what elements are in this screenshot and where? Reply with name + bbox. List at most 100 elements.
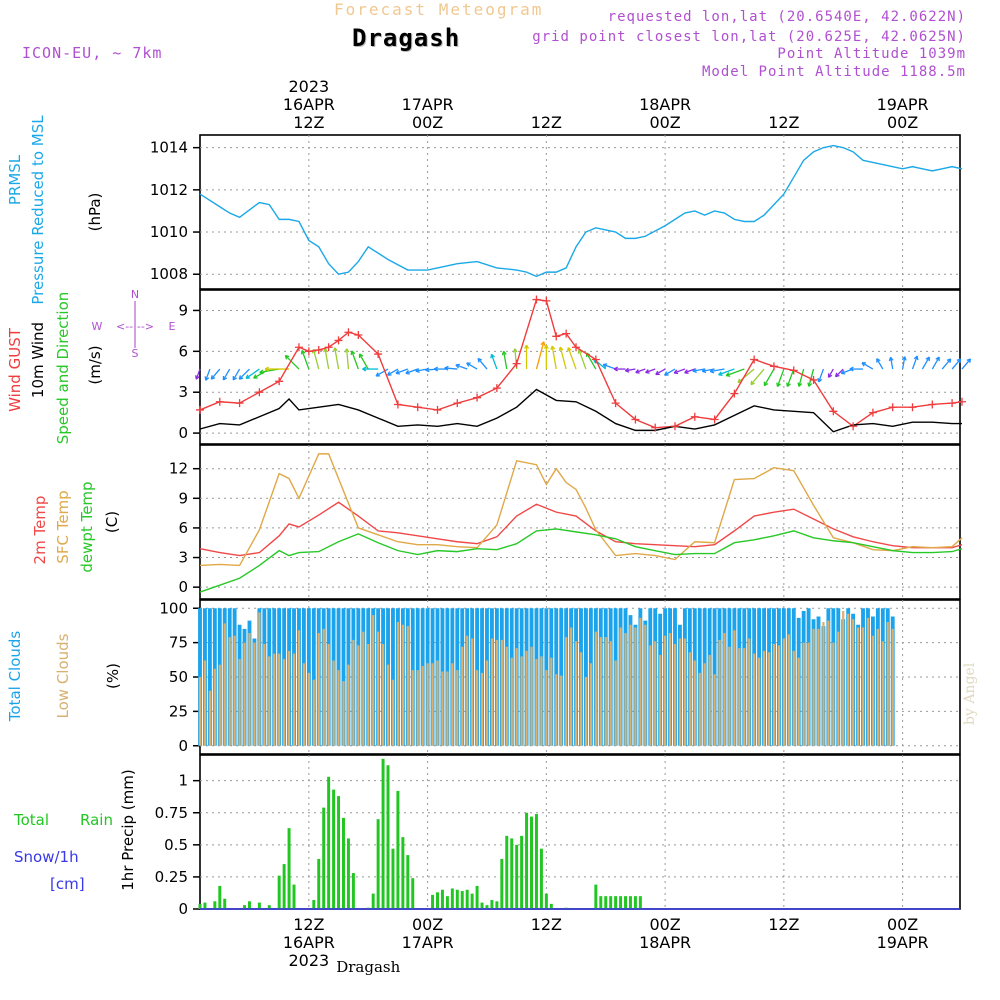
low-cloud-bar xyxy=(634,627,637,746)
wind-arrow-head xyxy=(205,377,210,381)
gust-marker xyxy=(344,328,353,337)
rain-bar xyxy=(381,758,385,909)
gust-marker xyxy=(196,405,204,414)
rain-bar xyxy=(530,816,533,909)
rain-bar xyxy=(628,896,632,909)
rain-bar xyxy=(376,819,380,909)
wind-arrow xyxy=(550,345,557,370)
wind-arrow-shaft xyxy=(786,368,795,387)
wind-arrow-shaft xyxy=(210,368,221,380)
rain-bar xyxy=(549,903,553,909)
rain-bar xyxy=(525,812,529,909)
low-cloud-bar xyxy=(545,670,548,746)
wind-arrow-head xyxy=(635,371,640,374)
gust-marker xyxy=(393,400,402,409)
wind-arrow-head xyxy=(284,355,288,360)
wind-arrow xyxy=(931,356,940,370)
gust-marker xyxy=(572,343,581,352)
low-cloud-bar xyxy=(584,677,588,746)
wind-arrow-shaft xyxy=(726,368,745,377)
gust-marker xyxy=(354,330,363,339)
bottom-time-label: 17APR xyxy=(402,933,454,952)
wind-arrow xyxy=(577,349,587,370)
low-cloud-bar xyxy=(683,638,687,746)
gust-marker xyxy=(957,397,966,406)
wind-arrow xyxy=(558,346,567,370)
rain-bar xyxy=(520,835,524,909)
rain-bar xyxy=(465,889,469,909)
precip-ytick-label: 1 xyxy=(178,772,188,790)
low-cloud-bar xyxy=(446,671,449,746)
wind-arrow-head xyxy=(259,371,264,375)
wind-ytick-label: 6 xyxy=(178,342,188,360)
low-cloud-bar xyxy=(787,634,790,746)
low-cloud-bar xyxy=(807,642,810,746)
temperature-ytick-label: 12 xyxy=(169,460,188,478)
temperature-ytick-label: 9 xyxy=(178,489,188,507)
rain-bar xyxy=(243,905,247,909)
precip-panel: 0 0.25 0.5 0.75 1 xyxy=(155,754,961,918)
low-cloud-bar xyxy=(604,637,607,746)
wind-arrow-head xyxy=(466,362,470,367)
wind-arrow-head xyxy=(558,346,561,352)
wind-arrow xyxy=(195,368,201,380)
wind-arrow-head xyxy=(710,370,715,374)
wind-arrow-head xyxy=(925,356,930,360)
wind-arrow xyxy=(444,365,458,371)
low-cloud-bar xyxy=(381,644,385,746)
wind-arrow-shaft xyxy=(835,368,844,378)
temperature-ytick-label: 3 xyxy=(178,549,188,567)
wind-arrow xyxy=(284,354,300,370)
wind-arrow xyxy=(664,368,676,376)
pressure-ytick-label: 1010 xyxy=(150,223,188,241)
wind-arrow xyxy=(750,368,765,386)
low-cloud-bar xyxy=(654,641,657,746)
rain-bar xyxy=(539,848,543,909)
gust-marker xyxy=(324,343,333,352)
low-cloud-bar xyxy=(847,613,850,746)
gust-marker xyxy=(413,403,422,412)
wind-arrow-shaft xyxy=(205,368,211,381)
precip-ytick-label: 0.25 xyxy=(155,868,188,886)
low-cloud-bar xyxy=(466,635,469,746)
wind-arrow xyxy=(264,366,290,372)
top-time-label: 12Z xyxy=(768,113,799,132)
wind-frame xyxy=(199,289,961,445)
wind-arrow-head xyxy=(684,372,689,374)
low-cloud-bar xyxy=(268,656,271,746)
wind-arrow xyxy=(951,358,962,370)
wind-arrow-head xyxy=(540,341,545,346)
low-cloud-bar xyxy=(748,638,751,746)
gust-marker xyxy=(275,377,284,386)
gust-marker xyxy=(304,347,313,356)
temp-label-sfc: SFC Temp xyxy=(54,490,72,563)
low-cloud-bar xyxy=(451,663,454,746)
rain-bar xyxy=(391,848,395,909)
pressure-ytick-label: 1014 xyxy=(150,139,188,157)
total-cloud-bar xyxy=(207,608,212,746)
rain-bar xyxy=(515,844,519,909)
rain-bar xyxy=(198,903,202,909)
low-cloud-bar xyxy=(332,660,335,746)
rain-bar xyxy=(500,858,504,909)
rain-bar xyxy=(638,896,642,909)
wind-arrow-shaft xyxy=(911,355,918,370)
wind-arrow-head xyxy=(777,383,781,388)
low-cloud-bar xyxy=(317,633,320,746)
gust-marker xyxy=(888,403,897,412)
low-cloud-bar xyxy=(713,674,716,746)
wind-arrow-shaft xyxy=(232,368,241,381)
wind-arrow xyxy=(655,368,666,376)
wind-arrow-shaft xyxy=(358,353,369,370)
gust-marker xyxy=(948,399,957,408)
low-cloud-bar xyxy=(708,655,711,746)
low-cloud-bar xyxy=(629,624,632,746)
wind-arrow-head xyxy=(433,368,439,372)
requested-coordinates: requested lon,lat (20.6540E, 42.0622N) xyxy=(607,9,966,25)
gust-marker xyxy=(671,422,679,431)
wind-arrow xyxy=(827,368,834,378)
rain-bar xyxy=(267,905,271,909)
wind-arrow-head xyxy=(344,348,348,353)
precip-ytick-label: 0 xyxy=(178,900,188,918)
